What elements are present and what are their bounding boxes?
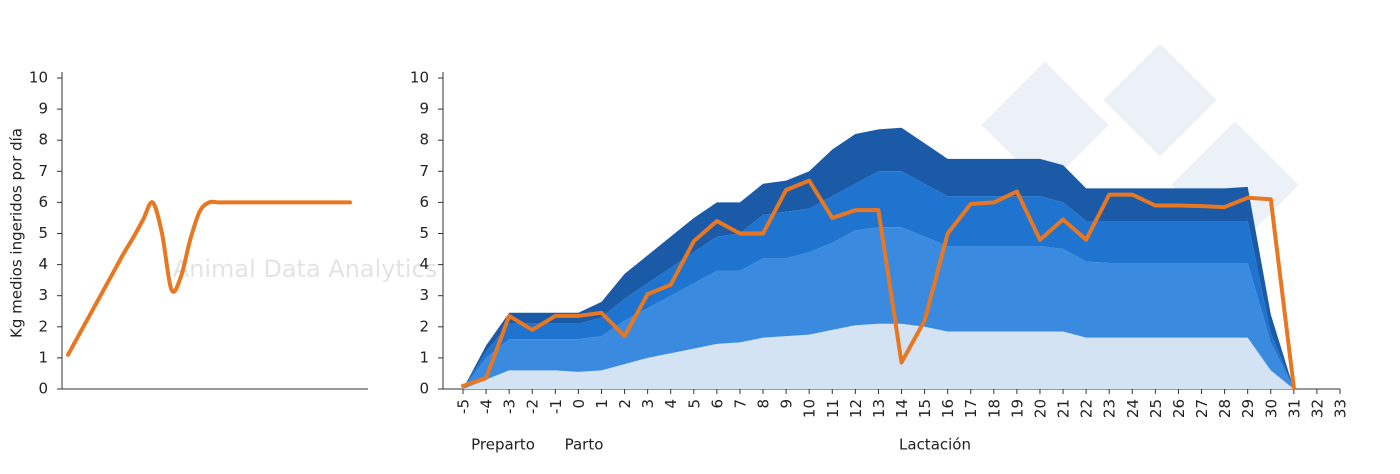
y-tick-label: 4 xyxy=(38,255,48,273)
x-tick-label: -2 xyxy=(524,399,542,414)
x-tick-label: -3 xyxy=(501,399,519,414)
x-tick-label: 14 xyxy=(893,399,911,418)
y-tick-label: 3 xyxy=(38,286,48,304)
x-tick-label: 30 xyxy=(1262,399,1280,418)
y-tick-label: 3 xyxy=(419,286,429,304)
y-tick-label: 9 xyxy=(38,100,48,118)
y-tick-label: 9 xyxy=(419,100,429,118)
y-tick-label: 1 xyxy=(38,348,48,366)
area xyxy=(463,323,1294,389)
y-tick-label: 0 xyxy=(38,380,48,398)
x-tick-label: 5 xyxy=(685,399,703,409)
y-tick-label: 2 xyxy=(419,317,429,335)
x-tick-label: 1 xyxy=(593,399,611,409)
x-tick-label: -5 xyxy=(455,399,473,414)
group-label: Parto xyxy=(565,436,604,454)
x-tick-label: 7 xyxy=(731,399,749,409)
x-tick-label: 11 xyxy=(824,399,842,418)
group-label: Preparto xyxy=(471,436,535,454)
y-tick-label: 10 xyxy=(29,69,48,87)
y-tick-label: 8 xyxy=(38,131,48,149)
x-tick-label: 8 xyxy=(755,399,773,409)
area xyxy=(463,127,1294,389)
x-tick-label: 31 xyxy=(1285,399,1303,418)
x-tick-label: 32 xyxy=(1308,399,1326,418)
x-tick-label: 10 xyxy=(801,399,819,418)
x-tick-label: 2 xyxy=(616,399,634,409)
x-tick-label: 29 xyxy=(1239,399,1257,418)
y-tick-label: 8 xyxy=(419,131,429,149)
x-tick-label: 16 xyxy=(939,399,957,418)
x-tick-label: 23 xyxy=(1101,399,1119,418)
y-tick-label: 6 xyxy=(38,193,48,211)
y-tick-label: 4 xyxy=(419,255,429,273)
x-tick-label: -1 xyxy=(547,399,565,414)
x-tick-label: 33 xyxy=(1332,399,1350,418)
y-tick-label: 2 xyxy=(38,317,48,335)
x-tick-label: 25 xyxy=(1147,399,1165,418)
y-tick-label: 10 xyxy=(410,69,429,87)
area xyxy=(463,227,1294,389)
y-tick-label: 5 xyxy=(419,224,429,242)
area xyxy=(463,171,1294,389)
x-tick-label: 26 xyxy=(1170,399,1188,418)
x-tick-label: 6 xyxy=(708,399,726,409)
x-tick-label: 19 xyxy=(1008,399,1026,418)
watermark: Animal Data Analytics xyxy=(173,255,438,283)
y-tick-label: 7 xyxy=(38,162,48,180)
y-tick-label: 7 xyxy=(419,162,429,180)
x-tick-label: 24 xyxy=(1124,399,1142,418)
x-tick-label: 20 xyxy=(1031,399,1049,418)
x-tick-label: 0 xyxy=(570,399,588,409)
x-tick-label: 18 xyxy=(985,399,1003,418)
y-tick-label: 5 xyxy=(38,224,48,242)
y-tick-label: 6 xyxy=(419,193,429,211)
x-tick-label: 17 xyxy=(962,399,980,418)
group-label: Lactación xyxy=(899,436,971,454)
y-tick-label: 0 xyxy=(419,380,429,398)
line xyxy=(461,178,1296,390)
x-tick-label: 13 xyxy=(870,399,888,418)
x-tick-label: 28 xyxy=(1216,399,1234,418)
x-tick-label: 12 xyxy=(847,399,865,418)
x-tick-label: 15 xyxy=(916,399,934,418)
x-tick-label: 4 xyxy=(662,399,680,409)
x-tick-label: 22 xyxy=(1078,399,1096,418)
x-tick-label: 9 xyxy=(778,399,796,409)
x-tick-label: 3 xyxy=(639,399,657,409)
y-tick-label: 1 xyxy=(419,348,429,366)
y-axis-label: Kg medios ingeridos por día xyxy=(8,128,26,338)
line xyxy=(66,199,352,357)
x-tick-label: -4 xyxy=(478,399,496,414)
x-tick-label: 21 xyxy=(1055,399,1073,418)
x-tick-label: 27 xyxy=(1193,399,1211,418)
